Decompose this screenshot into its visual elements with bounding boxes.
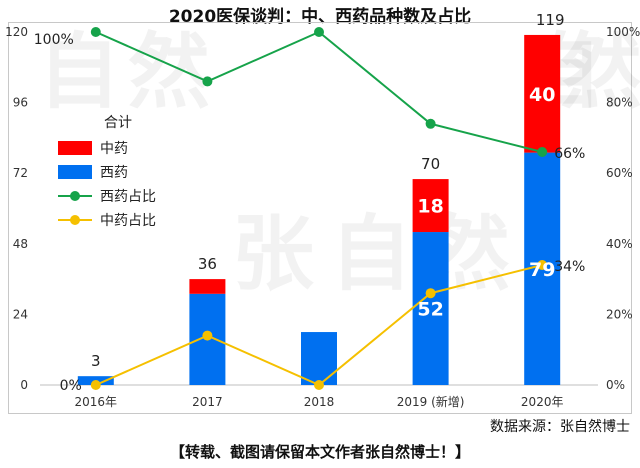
bar-value-label: 40 xyxy=(529,84,555,106)
watermark: 自然张自然自然 xyxy=(38,25,640,302)
watermark-glyph: 自 xyxy=(38,25,120,120)
bar-segment xyxy=(301,332,337,385)
watermark-glyph: 然 xyxy=(560,25,640,120)
bar-segment xyxy=(412,179,449,233)
bar-segment xyxy=(189,279,226,294)
y-left-tick-label: 48 xyxy=(13,237,28,251)
legend-label: 中药 xyxy=(100,141,128,157)
ratio-label: 34% xyxy=(554,259,585,275)
series-point xyxy=(425,288,436,299)
series-point xyxy=(314,27,324,37)
bar-segment xyxy=(412,232,449,385)
legend-line-swatch xyxy=(58,213,92,227)
legend-bar-swatch xyxy=(58,165,92,179)
series-point xyxy=(202,76,213,87)
y-left-tick-label: 96 xyxy=(13,96,28,110)
bars xyxy=(77,34,561,385)
bar-value-label: 79 xyxy=(529,259,555,281)
chart-frame xyxy=(8,22,632,414)
series-point xyxy=(425,118,436,129)
legend-title: 合计 xyxy=(104,115,132,131)
watermark-glyph: 张 xyxy=(232,207,314,302)
legend-line-swatch xyxy=(58,189,92,203)
legend-label: 中药占比 xyxy=(100,213,156,229)
bar-total-label: 3 xyxy=(91,352,101,370)
series-point xyxy=(90,27,101,37)
legend-label: 西药占比 xyxy=(100,189,156,205)
series-point xyxy=(90,380,101,390)
y-left-tick-label: 120 xyxy=(5,25,28,39)
bar-segment xyxy=(524,34,561,153)
ratio-label: 66% xyxy=(554,146,585,162)
series-point xyxy=(202,330,213,341)
legend: 合计 中药西药西药占比中药占比 xyxy=(58,112,156,232)
bar-value-label: 18 xyxy=(417,196,443,218)
x-tick-label: 2020年 xyxy=(521,395,564,409)
legend-item: 中药 xyxy=(58,136,156,160)
source-note: 数据来源：张自然博士 xyxy=(490,419,630,435)
series-point xyxy=(314,380,324,390)
legend-item: 西药占比 xyxy=(58,184,156,208)
legend-item: 西药 xyxy=(58,160,156,184)
y-left-tick-label: 72 xyxy=(13,166,28,180)
y-right-tick-label: 20% xyxy=(606,307,633,321)
x-tick-label: 2019 (新增) xyxy=(397,394,465,409)
series-point xyxy=(537,259,548,270)
y-right-tick-label: 80% xyxy=(606,96,633,110)
bar-total-label: 119 xyxy=(536,11,565,29)
ratio-label: 0% xyxy=(60,378,82,394)
data-labels: 3 36 52 18 70 79 40 119 100% 66% 0% 34% xyxy=(34,11,586,394)
x-tick-label: 2018 xyxy=(304,395,335,409)
bar-total-label: 36 xyxy=(198,255,217,273)
legend-bar-swatch xyxy=(58,141,92,155)
y-left-tick-label: 24 xyxy=(13,307,28,321)
y-left-tick-label: 0 xyxy=(20,378,28,392)
x-tick-label: 2016年 xyxy=(75,395,118,409)
watermark-glyph: 然 xyxy=(128,25,210,120)
y-right-tick-label: 100% xyxy=(606,25,640,39)
watermark-glyph: 自 xyxy=(330,207,412,302)
bar-total-label: 70 xyxy=(421,155,440,173)
x-tick-label: 2017 xyxy=(192,395,223,409)
series-point xyxy=(537,147,548,158)
y-right-tick-label: 40% xyxy=(606,237,633,251)
y-right-tick-label: 60% xyxy=(606,166,633,180)
bar-value-label: 52 xyxy=(417,299,443,321)
ratio-label: 100% xyxy=(34,32,74,48)
legend-item: 中药占比 xyxy=(58,208,156,232)
ratio-lines xyxy=(90,27,548,390)
copyright-footer: 【转载、截图请保留本文作者张自然博士！】 xyxy=(169,443,470,461)
y-right-tick-label: 0% xyxy=(606,378,625,392)
axes: 0 24 48 72 96 120 0% 20% 40% 60% 80% 100% 2016年 2017 2… xyxy=(5,25,640,409)
legend-label: 西药 xyxy=(100,165,128,181)
